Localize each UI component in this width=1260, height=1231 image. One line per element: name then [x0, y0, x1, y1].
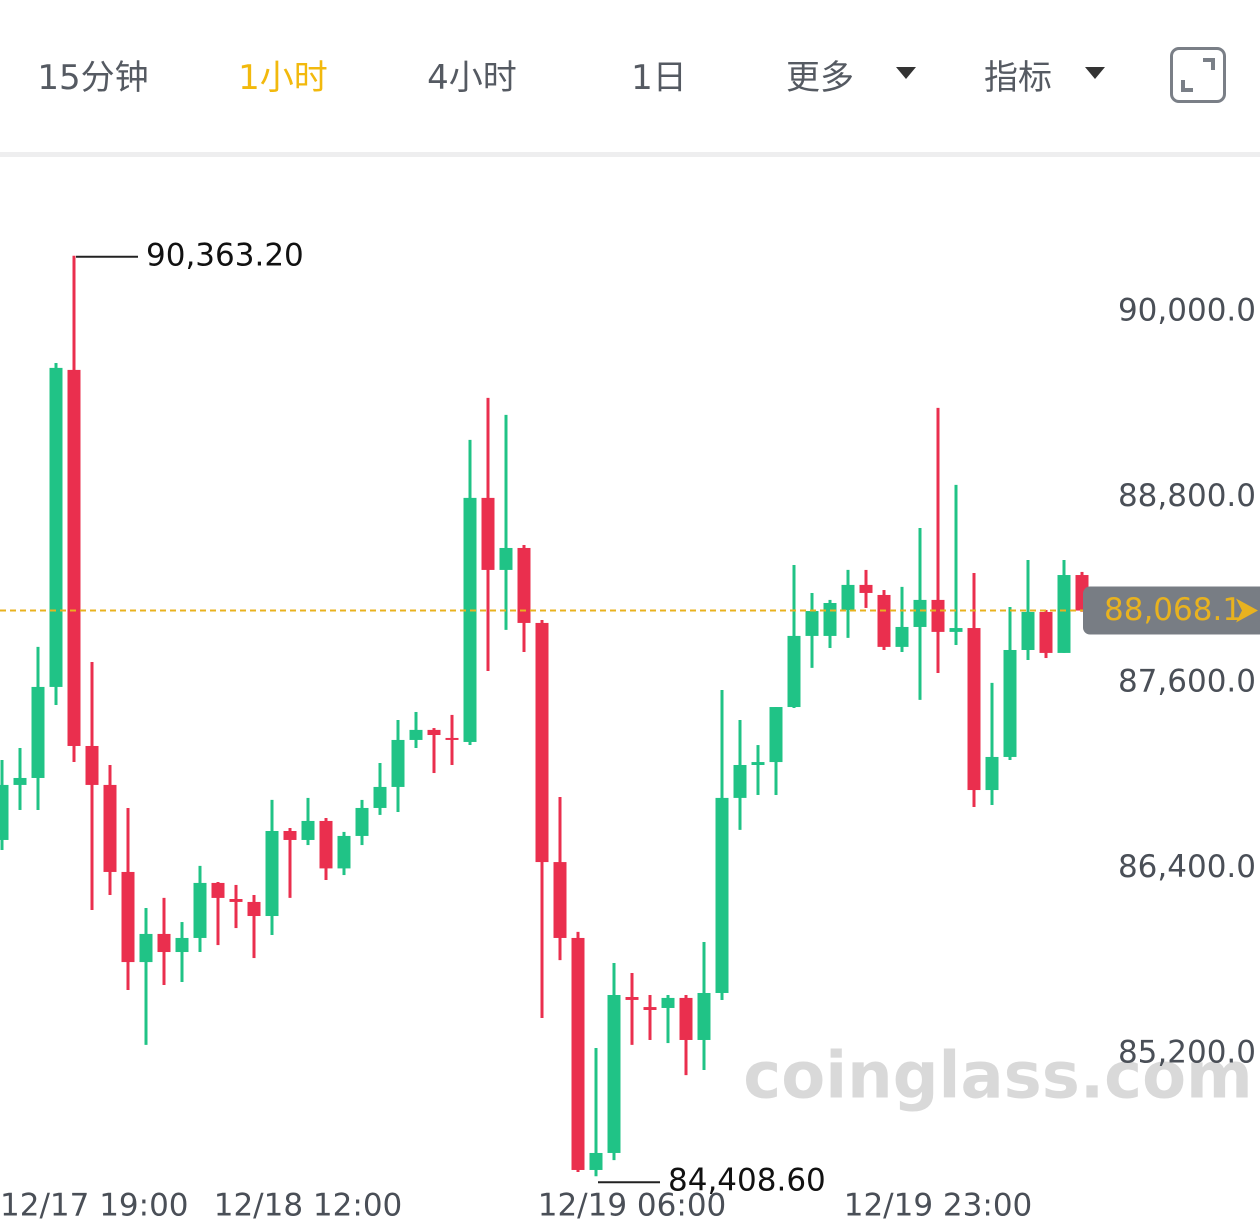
candle-body [157, 933, 171, 953]
candle-body [589, 1152, 603, 1170]
candle-body [1003, 649, 1017, 757]
candle-body [301, 820, 315, 840]
y-tick-label: 86,400.0 [1118, 849, 1256, 885]
tab[interactable]: 4小时 [427, 58, 517, 98]
candle-body [625, 997, 639, 1000]
candle-body [697, 992, 711, 1040]
tab[interactable]: 指标 [984, 58, 1052, 98]
watermark: coinglass.com [743, 1040, 1252, 1114]
y-tick-label: 90,000.0 [1118, 292, 1256, 328]
candle-body [355, 807, 369, 836]
fullscreen-icon [1181, 58, 1215, 92]
price-tag-arrow [1236, 598, 1258, 623]
candle-body [481, 497, 495, 570]
candle-body [319, 820, 333, 869]
candle-body [247, 901, 261, 917]
candle-body [1057, 575, 1071, 653]
candle-body [283, 830, 297, 840]
current-price-label: 88,068.1 [1104, 592, 1242, 628]
candle-body [985, 756, 999, 791]
timeframe-bar: 15分钟 1小时 4小时 1日 更多 指标 [0, 0, 1260, 157]
tab[interactable]: 更多 [786, 58, 854, 98]
candle-body [877, 594, 891, 647]
candle-body [85, 745, 99, 785]
y-tick-label: 87,600.0 [1118, 663, 1256, 699]
x-tick-label: 12/18 12:00 [214, 1188, 403, 1224]
x-tick-label: 12/17 19:00 [0, 1188, 189, 1224]
candle-body [103, 784, 117, 872]
candle-body [931, 599, 945, 632]
dropdown-arrow [896, 67, 916, 79]
candle-body [229, 899, 243, 902]
candle-body [751, 762, 765, 765]
candle-body [895, 626, 909, 647]
candle-body [823, 603, 837, 636]
candle-body [553, 862, 567, 938]
candle-body [913, 599, 927, 627]
candle-body [679, 997, 693, 1040]
candle-body [517, 547, 531, 623]
tab[interactable]: 15分钟 [37, 58, 149, 98]
candle-body [1021, 611, 1035, 650]
candle-body [211, 882, 225, 898]
candle-body [571, 937, 585, 1170]
candle-body [427, 729, 441, 736]
candle-body [787, 635, 801, 708]
candle-body [193, 882, 207, 938]
candle-body [661, 997, 675, 1008]
dropdown-arrow [1085, 67, 1105, 79]
candle-body [0, 784, 9, 840]
candle-body [13, 777, 27, 785]
candle-body [949, 628, 963, 632]
candle-body [643, 1007, 657, 1010]
candle-body [265, 830, 279, 917]
candle-body [967, 628, 981, 791]
x-tick-label: 12/19 23:00 [844, 1188, 1033, 1224]
candle-body [499, 547, 513, 570]
candle-body [445, 737, 459, 740]
candle-body [121, 871, 135, 963]
candle-body [733, 764, 747, 798]
candle-body [463, 497, 477, 742]
candle-body [409, 729, 423, 740]
y-tick-label: 85,200.0 [1118, 1034, 1256, 1070]
annotation-label: 84,408.60 [668, 1163, 826, 1199]
candle-body [607, 994, 621, 1153]
tab[interactable]: 1小时 [238, 58, 328, 98]
candle-body [337, 835, 351, 869]
candle-body [1039, 611, 1053, 653]
candle-body [175, 937, 189, 953]
candle-body [805, 611, 819, 636]
y-tick-label: 88,800.0 [1118, 478, 1256, 514]
candle-body [715, 797, 729, 993]
candle-body [535, 622, 549, 863]
candle-body [49, 367, 63, 687]
fullscreen-button[interactable] [1170, 47, 1226, 103]
tab[interactable]: 1日 [631, 58, 687, 98]
candle-body [67, 369, 81, 746]
candle-body [31, 686, 45, 778]
candle-body [373, 786, 387, 808]
price-tag [1083, 586, 1260, 635]
candle-body [859, 584, 873, 593]
candle-body [391, 739, 405, 787]
annotation-label: 90,363.20 [146, 237, 304, 273]
candle-body [139, 933, 153, 963]
candle-body [769, 707, 783, 763]
candle-body [841, 584, 855, 610]
x-tick-label: 12/19 06:00 [538, 1188, 727, 1224]
